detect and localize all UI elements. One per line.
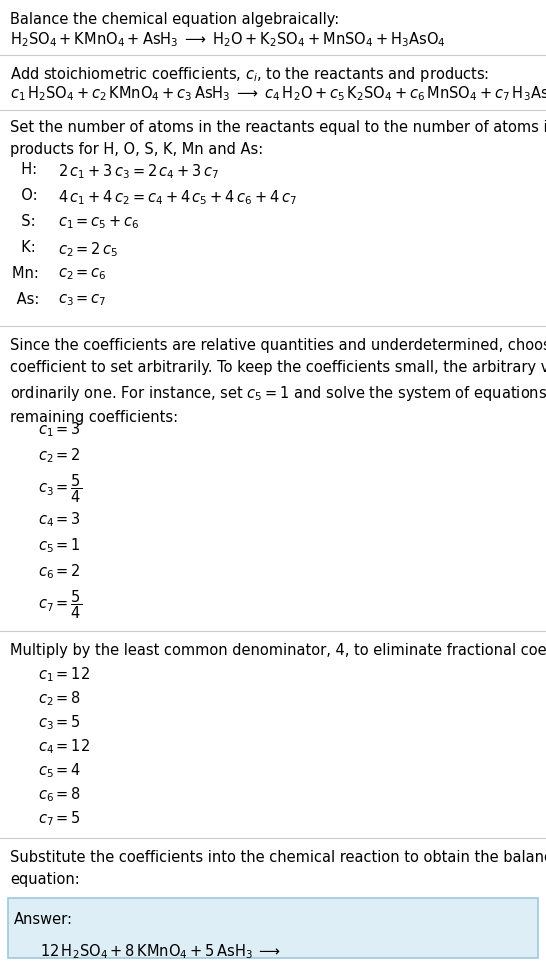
Text: $c_6 = 2$: $c_6 = 2$ — [38, 562, 81, 581]
Text: $c_4 = 12$: $c_4 = 12$ — [38, 737, 90, 755]
Text: $2\,c_1 + 3\,c_3 = 2\,c_4 + 3\,c_7$: $2\,c_1 + 3\,c_3 = 2\,c_4 + 3\,c_7$ — [58, 162, 219, 181]
Text: As:: As: — [12, 292, 44, 307]
Text: $c_7 = 5$: $c_7 = 5$ — [38, 809, 81, 828]
Text: Multiply by the least common denominator, 4, to eliminate fractional coefficient: Multiply by the least common denominator… — [10, 643, 546, 658]
Text: Since the coefficients are relative quantities and underdetermined, choose a
coe: Since the coefficients are relative quan… — [10, 338, 546, 425]
Text: $c_5 = 4$: $c_5 = 4$ — [38, 761, 81, 780]
Text: $4\,c_1 + 4\,c_2 = c_4 + 4\,c_5 + 4\,c_6 + 4\,c_7$: $4\,c_1 + 4\,c_2 = c_4 + 4\,c_5 + 4\,c_6… — [58, 188, 297, 207]
Text: $\mathrm{H_2SO_4 + KMnO_4 + AsH_3 \;\longrightarrow\; H_2O + K_2SO_4 + MnSO_4 + : $\mathrm{H_2SO_4 + KMnO_4 + AsH_3 \;\lon… — [10, 30, 446, 48]
Text: Substitute the coefficients into the chemical reaction to obtain the balanced
eq: Substitute the coefficients into the che… — [10, 850, 546, 887]
Text: $c_4 = 3$: $c_4 = 3$ — [38, 510, 81, 528]
Text: $c_2 = c_6$: $c_2 = c_6$ — [58, 266, 107, 282]
Text: Add stoichiometric coefficients, $c_i$, to the reactants and products:: Add stoichiometric coefficients, $c_i$, … — [10, 65, 489, 84]
Text: $c_1 = 3$: $c_1 = 3$ — [38, 420, 81, 439]
Text: $c_2 = 8$: $c_2 = 8$ — [38, 689, 81, 708]
Text: $c_3 = c_7$: $c_3 = c_7$ — [58, 292, 106, 308]
Text: S:: S: — [12, 214, 40, 229]
Text: $c_1 = 12$: $c_1 = 12$ — [38, 665, 90, 684]
Text: $c_5 = 1$: $c_5 = 1$ — [38, 536, 81, 554]
Text: Balance the chemical equation algebraically:: Balance the chemical equation algebraica… — [10, 12, 339, 27]
Text: $c_1 = c_5 + c_6$: $c_1 = c_5 + c_6$ — [58, 214, 140, 231]
Text: $c_2 = 2$: $c_2 = 2$ — [38, 446, 81, 465]
FancyBboxPatch shape — [8, 898, 538, 958]
Text: Mn:: Mn: — [12, 266, 44, 281]
Text: O:: O: — [12, 188, 42, 203]
Text: $c_1\,\mathrm{H_2SO_4} + c_2\,\mathrm{KMnO_4} + c_3\,\mathrm{AsH_3}\;\longrighta: $c_1\,\mathrm{H_2SO_4} + c_2\,\mathrm{KM… — [10, 84, 546, 102]
Text: $c_3 = 5$: $c_3 = 5$ — [38, 713, 81, 731]
Text: $c_2 = 2\,c_5$: $c_2 = 2\,c_5$ — [58, 240, 118, 259]
Text: $c_7 = \dfrac{5}{4}$: $c_7 = \dfrac{5}{4}$ — [38, 588, 82, 620]
Text: Set the number of atoms in the reactants equal to the number of atoms in the
pro: Set the number of atoms in the reactants… — [10, 120, 546, 157]
Text: $12\,\mathrm{H_2SO_4} + 8\,\mathrm{KMnO_4} + 5\,\mathrm{AsH_3} \;\longrightarrow: $12\,\mathrm{H_2SO_4} + 8\,\mathrm{KMnO_… — [40, 942, 281, 961]
Text: $c_3 = \dfrac{5}{4}$: $c_3 = \dfrac{5}{4}$ — [38, 472, 82, 504]
Text: H:: H: — [12, 162, 41, 177]
Text: Answer:: Answer: — [14, 912, 73, 927]
Text: K:: K: — [12, 240, 40, 255]
Text: $c_6 = 8$: $c_6 = 8$ — [38, 785, 81, 804]
